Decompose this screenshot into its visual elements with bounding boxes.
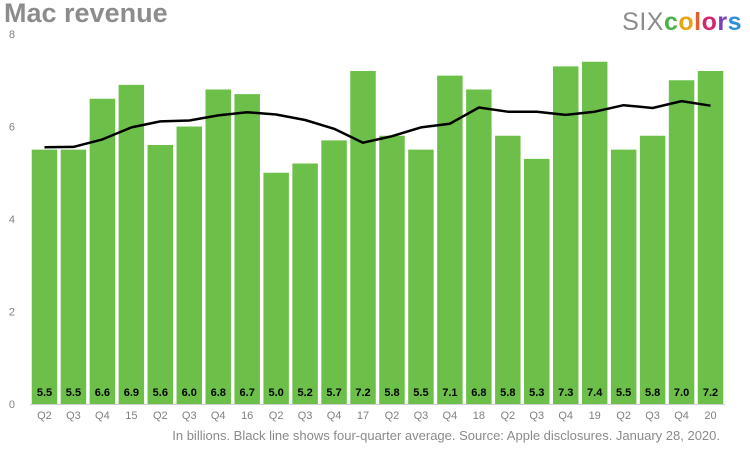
bar [668,80,695,404]
logo-letter: l [694,8,702,36]
bar [466,89,492,404]
bar-value-label: 6.6 [95,387,110,399]
logo-letter: c [663,8,679,36]
x-tick-label: Q2 [385,410,400,422]
bar [581,61,608,404]
x-axis: Q2 Q3 Q4 15 Q2 Q3 Q4 16 Q2 Q3 Q4 17 Q2 Q3 Q4 18 Q2 Q3 Q4 19… [30,404,725,422]
y-tick-label: 4 [9,214,15,226]
bar-value-label: 5.5 [37,387,52,399]
logo-letter: o [701,8,718,36]
bar-value-label: 7.3 [558,387,573,399]
bar [321,140,347,404]
bar-series [31,61,724,404]
bar-value-label: 5.8 [384,387,399,399]
x-tick-label: Q4 [327,410,342,422]
y-tick-label: 6 [9,122,15,134]
bar [263,172,289,404]
bar-value-label: 5.5 [66,387,81,399]
chart-title: Mac revenue [4,0,168,28]
bar-value-label: 7.0 [674,387,689,399]
x-tick-label: Q4 [558,410,573,422]
bar [205,89,231,404]
bar [292,163,318,404]
x-tick-label: Q2 [269,410,284,422]
x-tick-label: Q3 [182,410,197,422]
bar [639,135,666,404]
bar [408,149,434,404]
bar-value-label: 5.5 [413,387,428,399]
bar-value-label: 7.4 [587,387,603,399]
x-tick-label: 16 [241,410,253,422]
x-tick-label: Q2 [616,410,631,422]
x-tick-label: Q2 [153,410,168,422]
bar [524,158,550,404]
x-tick-label: Q4 [443,410,458,422]
bar-value-label: 6.8 [471,387,486,399]
bar [234,94,260,404]
bar [31,149,58,404]
bar-value-label: 5.8 [645,387,660,399]
bar [552,66,579,404]
bar-value-label: 5.7 [326,387,341,399]
bar [610,149,637,404]
y-tick-label: 8 [9,29,15,41]
x-tick-label: 20 [704,410,716,422]
bar-value-label: 6.9 [124,387,139,399]
bar-value-label: 5.8 [500,387,515,399]
logo-letter: r [717,8,728,36]
chart-caption: In billions. Black line shows four-quart… [172,428,720,443]
bar-value-label: 5.2 [297,387,312,399]
x-tick-label: 19 [589,410,601,422]
bar-value-label: 5.5 [616,387,631,399]
x-tick-label: 15 [125,410,137,422]
x-tick-label: 17 [357,410,369,422]
x-tick-label: Q2 [37,410,52,422]
x-tick-label: Q4 [211,410,226,422]
bar-value-label: 7.1 [442,387,457,399]
bar [350,71,376,404]
bar [176,126,203,404]
logo-colors: colors [664,8,742,36]
bar-value-label: 5.0 [268,387,283,399]
x-tick-label: Q2 [500,410,515,422]
y-tick-label: 2 [9,307,15,319]
bar [437,75,463,404]
bar [118,84,145,404]
logo-six: SIX [622,8,664,36]
bar [495,135,521,404]
sixcolors-logo: SIXcolors [622,8,742,37]
bar-data-labels: 5.5 5.5 6.6 6.9 5.6 6.0 6.8 6.7 5.0 5.2 5.7 7.2 5.8 5… [37,387,718,399]
logo-letter: s [727,8,742,36]
x-tick-label: Q3 [298,410,313,422]
bar-value-label: 6.7 [240,387,255,399]
bar [147,145,174,404]
bar [89,98,116,404]
bar-value-label: 6.0 [182,387,197,399]
x-tick-label: Q3 [645,410,660,422]
x-tick-label: 18 [473,410,485,422]
bar-value-label: 6.8 [211,387,226,399]
bar [60,149,87,404]
y-tick-label: 0 [9,399,15,411]
logo-letter: o [678,8,695,36]
bar-value-label: 5.6 [153,387,168,399]
bar-value-label: 7.2 [703,387,718,399]
average-line [44,99,711,149]
average-line-series [44,99,711,149]
x-tick-label: Q3 [414,410,429,422]
x-tick-label: Q3 [66,410,81,422]
bar [379,135,405,404]
bar [697,71,724,404]
x-tick-label: Q3 [529,410,544,422]
y-axis: 0 2 4 6 8 [9,29,15,411]
x-tick-label: Q4 [674,410,689,422]
x-tick-label: Q4 [95,410,110,422]
bar-value-label: 7.2 [355,387,370,399]
bar-value-label: 5.3 [529,387,544,399]
